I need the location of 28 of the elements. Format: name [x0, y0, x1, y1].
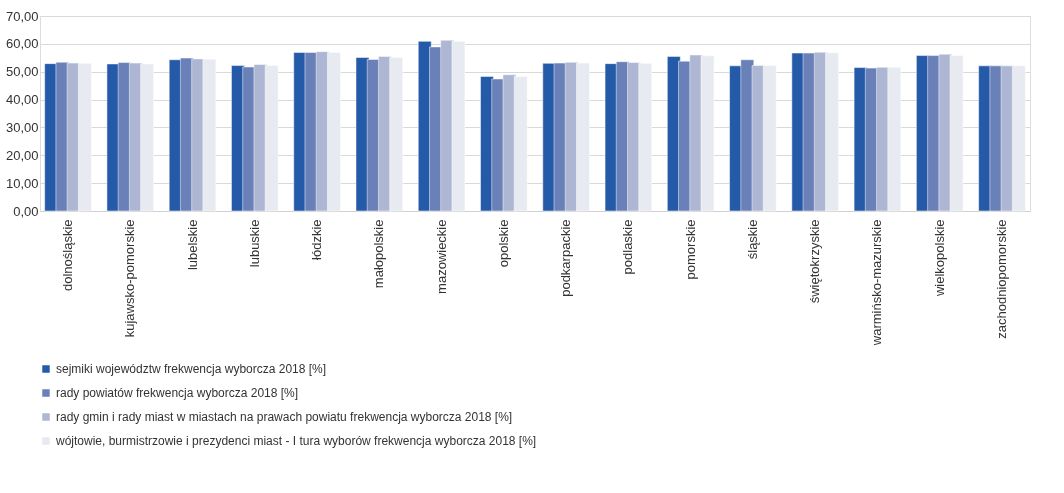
y-tick-label: 10,00	[5, 175, 39, 191]
x-tick-label: warmińsko-mazurskie	[869, 219, 885, 347]
x-tick-label: podkarpackie	[558, 219, 574, 297]
x-tick-label: opolskie	[495, 219, 511, 268]
x-tick-label: łódzkie	[309, 219, 325, 260]
x-tick-label: kujawsko-pomorskie	[122, 219, 138, 338]
legend-label: rady powiatów frekwencja wyborcza 2018 [%]	[56, 386, 299, 400]
y-tick-label: 20,00	[5, 147, 39, 163]
x-tick-label: lubelskie	[184, 219, 200, 271]
x-tick-label: lubuskie	[246, 219, 262, 268]
x-tick-label: wielkopolskie	[931, 219, 947, 298]
x-tick-label: śląskie	[744, 219, 760, 260]
y-tick-label: 60,00	[5, 36, 39, 52]
x-tick-label: zachodniopomorskie	[993, 219, 1009, 339]
legend-label: rady gmin i rady miast w miastach na prawach powiatu frekwencja wyborcza 2018 [%]	[56, 410, 513, 424]
x-tick-label: dolnośląskie	[60, 219, 76, 292]
x-tick-label: podlaskie	[620, 219, 636, 275]
y-tick-label: 40,00	[5, 92, 39, 108]
y-tick-label: 50,00	[5, 64, 39, 80]
legend-label: sejmiki województw frekwencja wyborcza 2018 [%]	[56, 362, 327, 376]
x-tick-label: pomorskie	[682, 219, 698, 280]
y-tick-label: 0,00	[13, 203, 39, 219]
x-tick-label: świętokrzyskie	[807, 219, 823, 304]
y-tick-label: 30,00	[5, 119, 39, 135]
x-tick-label: mazowieckie	[433, 219, 449, 294]
y-tick-label: 70,00	[5, 8, 39, 24]
legend-label: wójtowie, burmistrzowie i prezydenci miast - I tura wyborów frekwencja wyborcza 2018 [%]	[55, 434, 537, 448]
x-tick-label: małopolskie	[371, 219, 387, 289]
